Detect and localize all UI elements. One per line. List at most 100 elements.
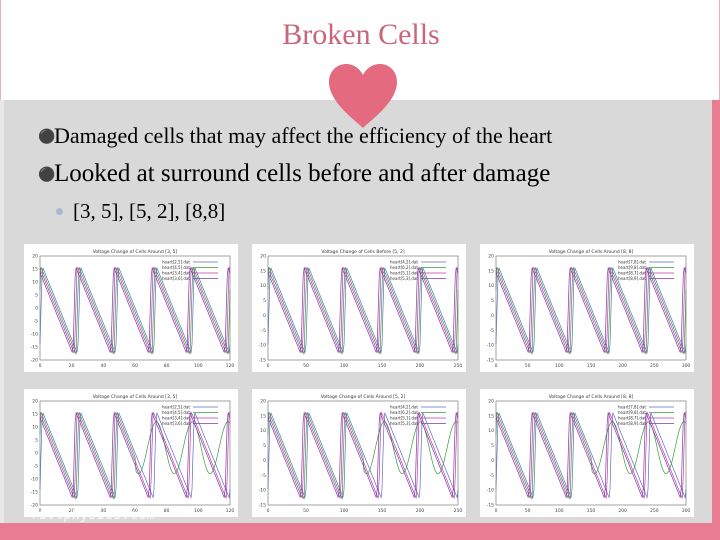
x-tick-label: 250	[454, 508, 463, 514]
x-tick-label: 20	[69, 508, 75, 514]
legend-label: heart[7,8].dat	[618, 405, 646, 410]
x-tick-label: 250	[650, 508, 659, 514]
legend-label: heart[6,2].dat	[390, 410, 418, 415]
y-tick-label: 5	[491, 298, 494, 304]
x-tick-label: 0	[39, 508, 42, 514]
series-line	[495, 412, 687, 498]
bullet-1-text: Damaged cells that may affect the effici…	[54, 123, 553, 148]
series-line	[39, 411, 231, 500]
y-tick-label: 0	[263, 458, 266, 464]
legend-label: heart[8,9].dat	[618, 276, 646, 281]
y-tick-label: 5	[263, 298, 266, 304]
legend-label: heart[3,4].dat	[162, 416, 190, 421]
y-tick-label: -15	[259, 358, 266, 364]
y-tick-label: 10	[488, 283, 494, 289]
series-line	[495, 412, 687, 499]
y-tick-label: 0	[35, 306, 38, 312]
y-tick-label: 15	[488, 268, 494, 274]
y-tick-label: -15	[487, 358, 494, 364]
y-tick-label: -10	[487, 488, 494, 494]
x-tick-label: 20	[69, 363, 75, 369]
y-tick-label: -15	[31, 490, 38, 496]
plot-3: Voltage Change of Cells Around [8, 8] 20 1…	[480, 244, 694, 372]
x-tick-label: 150	[587, 508, 596, 514]
x-tick-label: 120	[226, 508, 235, 514]
x-tick-label: 0	[495, 508, 498, 514]
y-tick-label: 5	[35, 293, 38, 299]
series-line	[39, 412, 231, 498]
series-line	[267, 412, 459, 498]
y-tick-label: 15	[32, 412, 38, 418]
plot-title: Voltage Change of Cells Around [3, 5]	[93, 394, 178, 400]
y-tick-label: 20	[32, 254, 38, 260]
plot-4: Voltage Change of Cells Around [3, 5] 20 1…	[24, 389, 238, 517]
plot-title: Voltage Change of Cells Around [8, 8]	[549, 394, 634, 400]
y-tick-label: 20	[32, 399, 38, 405]
x-tick-label: 250	[454, 363, 463, 369]
y-tick-label: 15	[488, 413, 494, 419]
y-tick-label: -15	[259, 503, 266, 509]
plot-6: Voltage Change of Cells Around [8, 8] 20 1…	[480, 389, 694, 517]
x-tick-label: 80	[164, 363, 170, 369]
legend-label: heart[5,3].dat	[390, 421, 418, 426]
legend-label: heart[6,2].dat	[390, 265, 418, 270]
legend-label: heart[9,8].dat	[618, 410, 646, 415]
x-tick-label: 100	[555, 508, 564, 514]
sub-bullet-1: [3, 5], [5, 2], [8,8]	[56, 199, 225, 224]
x-tick-label: 150	[587, 363, 596, 369]
legend-label: heart[5,1].dat	[390, 416, 418, 421]
legend-label: heart[3,6].dat	[162, 421, 190, 426]
x-tick-label: 200	[416, 363, 425, 369]
y-tick-label: 5	[35, 438, 38, 444]
x-tick-label: 100	[194, 363, 203, 369]
legend-label: heart[2,5].dat	[162, 260, 190, 265]
series-line	[39, 266, 231, 355]
sub-bullet-1-text: [3, 5], [5, 2], [8,8]	[73, 199, 226, 223]
bullet-2: ⚫Looked at surround cells before and aft…	[38, 160, 550, 188]
y-tick-label: -20	[31, 358, 38, 364]
series-line	[495, 266, 687, 355]
y-tick-label: 20	[260, 254, 266, 260]
x-tick-label: 0	[495, 363, 498, 369]
y-tick-label: -5	[34, 319, 39, 325]
y-tick-label: -5	[490, 473, 495, 479]
series-line	[267, 266, 459, 355]
x-tick-label: 100	[340, 508, 349, 514]
series-line	[495, 411, 687, 500]
bullet-marker-icon: ⚫	[38, 130, 56, 145]
legend-label: heart[4,2].dat	[390, 260, 418, 265]
y-tick-label: -10	[31, 477, 38, 483]
y-tick-label: -10	[259, 343, 266, 349]
plot-1: Voltage Change of Cells Around [3, 5] 20 1…	[24, 244, 238, 372]
x-tick-label: 60	[132, 363, 138, 369]
y-tick-label: 10	[488, 428, 494, 434]
legend-label: heart[4,5].dat	[162, 265, 190, 270]
legend-label: heart[4,5].dat	[162, 410, 190, 415]
plot-title: Voltage Change of Cells Around [3, 5]	[93, 249, 178, 255]
accent-strip	[712, 100, 720, 523]
x-tick-label: 200	[618, 508, 627, 514]
legend-label: heart[9,8].dat	[618, 265, 646, 270]
series-line	[495, 411, 687, 499]
legend-label: heart[8,9].dat	[618, 421, 646, 426]
y-tick-label: -5	[262, 328, 267, 334]
plot-title: Voltage Change of Cells Around [5, 2]	[321, 394, 406, 400]
series-line	[267, 411, 459, 500]
series-line	[495, 267, 687, 354]
y-tick-label: 10	[32, 280, 38, 286]
x-tick-label: 40	[100, 363, 106, 369]
x-tick-label: 50	[303, 508, 309, 514]
x-tick-label: 250	[650, 363, 659, 369]
x-tick-label: 150	[378, 508, 387, 514]
series-line	[39, 267, 231, 353]
x-tick-label: 40	[100, 508, 106, 514]
y-tick-label: 5	[263, 443, 266, 449]
y-tick-label: -15	[31, 345, 38, 351]
x-tick-label: 100	[555, 363, 564, 369]
plot-2: Voltage Change of Cells Before [5, 2] 20 1…	[252, 244, 466, 372]
plot-title: Voltage Change of Cells Around [8, 8]	[549, 249, 634, 255]
legend-label: heart[5,1].dat	[390, 271, 418, 276]
y-tick-label: -20	[31, 503, 38, 509]
y-tick-label: 20	[488, 254, 494, 260]
series-line	[267, 267, 459, 353]
